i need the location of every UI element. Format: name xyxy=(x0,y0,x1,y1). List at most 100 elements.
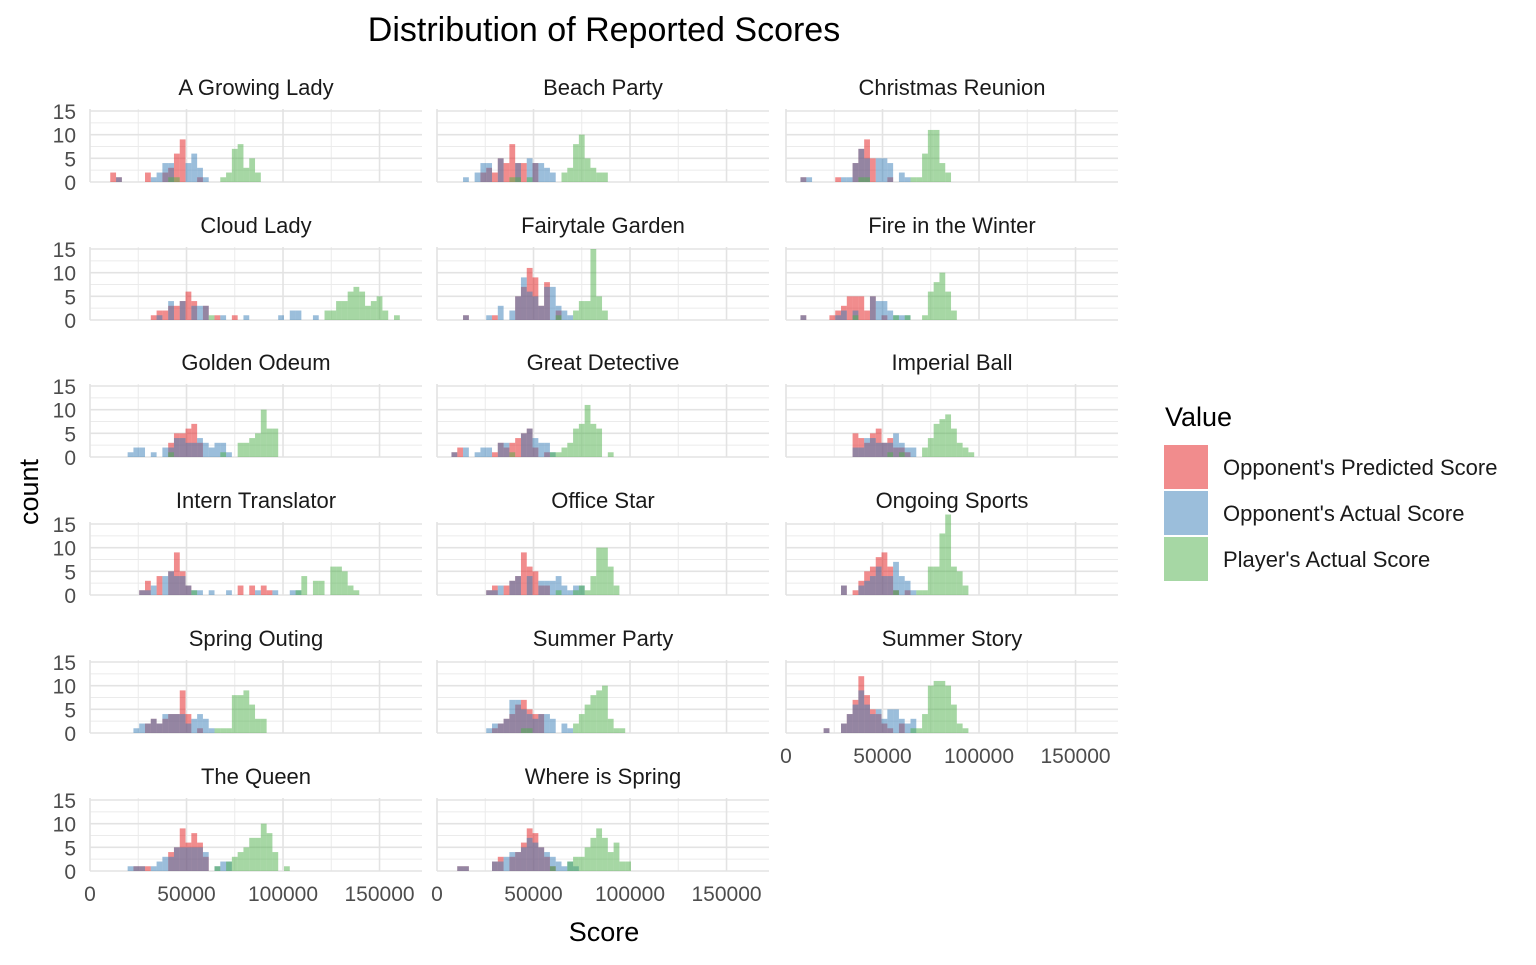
histogram-bar-opponent-actual xyxy=(887,709,894,733)
histogram-bar-predicted xyxy=(150,315,157,320)
histogram-bar-predicted xyxy=(162,310,169,320)
histogram-bar-opponent-actual xyxy=(168,714,174,733)
histogram-bar-opponent-actual xyxy=(544,852,550,871)
histogram-bar-opponent-actual xyxy=(887,310,894,320)
histogram-bar-player-actual xyxy=(173,177,180,182)
histogram-bar-opponent-actual xyxy=(509,580,516,595)
histogram-bar-opponent-actual xyxy=(509,310,516,320)
histogram-bar-opponent-actual xyxy=(202,442,209,457)
histogram-bar-player-actual xyxy=(266,833,273,871)
histogram-bar-opponent-actual xyxy=(202,852,209,871)
histogram-bar-opponent-actual xyxy=(191,847,198,871)
histogram-bar-player-actual xyxy=(336,566,342,595)
histogram-bar-player-actual xyxy=(549,452,556,457)
histogram-bar-player-actual xyxy=(520,728,527,733)
histogram-bar-player-actual xyxy=(243,847,250,871)
histogram-bar-opponent-actual xyxy=(532,163,539,182)
histogram-bar-opponent-actual xyxy=(864,580,870,595)
histogram-bar-player-actual xyxy=(347,585,354,595)
histogram-bar-opponent-actual xyxy=(173,438,180,457)
histogram-bar-predicted xyxy=(520,163,527,182)
histogram-bar-predicted xyxy=(214,315,221,320)
histogram-bar-opponent-actual xyxy=(549,856,556,871)
y-tick-label: 10 xyxy=(53,125,76,148)
histogram-bar-player-actual xyxy=(945,685,952,733)
histogram-bar-opponent-actual xyxy=(864,704,870,733)
histogram-bar-player-actual xyxy=(602,310,608,320)
x-tick-label: 50000 xyxy=(504,883,562,906)
histogram-bar-predicted xyxy=(492,452,498,457)
histogram-bar-opponent-actual xyxy=(497,305,504,320)
histogram-bar-opponent-actual xyxy=(150,452,157,457)
histogram-bar-player-actual xyxy=(590,423,597,457)
histogram-bar-opponent-actual xyxy=(492,590,498,595)
histogram-bar-opponent-actual xyxy=(526,576,533,595)
histogram-bar-player-actual xyxy=(220,452,227,457)
histogram-bar-player-actual xyxy=(945,172,952,182)
x-tick-label: 100000 xyxy=(595,883,665,906)
histogram-bar-player-actual xyxy=(578,714,585,733)
histogram-bar-predicted xyxy=(503,585,510,595)
histogram-bar-opponent-actual xyxy=(150,585,157,595)
histogram-bar-opponent-actual xyxy=(841,310,847,320)
histogram-bar-player-actual xyxy=(864,177,870,182)
histogram-bar-player-actual xyxy=(602,547,608,595)
histogram-bar-opponent-actual xyxy=(532,296,539,320)
facet-strip-label: A Growing Lady xyxy=(178,75,333,100)
facet-panel: Where is Spring 0 50000 100000 150000 xyxy=(431,764,769,906)
histogram-bar-player-actual xyxy=(893,315,899,320)
histogram-bar-opponent-actual xyxy=(893,561,899,595)
histogram-bar-player-actual xyxy=(945,291,952,320)
histogram-bar-predicted xyxy=(532,571,539,595)
histogram-bar-player-actual xyxy=(226,728,232,733)
chart-title: Distribution of Reported Scores xyxy=(368,11,840,49)
facet-strip-label: Christmas Reunion xyxy=(858,75,1045,100)
histogram-bar-predicted xyxy=(509,442,516,457)
histogram-bar-opponent-actual xyxy=(156,172,163,182)
histogram-bar-player-actual xyxy=(922,153,928,182)
histogram-bar-opponent-actual xyxy=(887,576,894,595)
histogram-bar-opponent-actual xyxy=(852,163,859,182)
y-tick-label: 5 xyxy=(64,699,76,722)
histogram-bar-player-actual xyxy=(945,514,952,595)
histogram-bar-player-actual xyxy=(578,856,585,871)
histogram-bar-opponent-actual xyxy=(846,177,853,182)
histogram-bar-predicted xyxy=(260,585,267,595)
y-tick-label: 10 xyxy=(53,400,76,423)
histogram-bar-player-actual xyxy=(567,861,574,871)
histogram-bar-player-actual xyxy=(939,419,946,457)
histogram-bar-player-actual xyxy=(231,695,238,733)
histogram-bar-player-actual xyxy=(341,571,348,595)
histogram-bar-player-actual xyxy=(852,315,859,320)
histogram-bar-player-actual xyxy=(220,177,227,182)
histogram-bar-opponent-actual xyxy=(162,447,169,457)
y-tick-label: 0 xyxy=(64,585,76,608)
histogram-bar-player-actual xyxy=(887,452,894,457)
histogram-bar-player-actual xyxy=(927,129,934,182)
facet-strip-label: Fairytale Garden xyxy=(521,213,685,238)
x-tick-label: 50000 xyxy=(157,883,215,906)
histogram-bar-opponent-actual xyxy=(312,315,319,320)
histogram-bar-opponent-actual xyxy=(800,315,807,320)
histogram-bar-opponent-actual xyxy=(875,158,882,182)
histogram-bar-player-actual xyxy=(249,837,256,871)
histogram-bar-opponent-actual xyxy=(133,728,140,733)
histogram-bar-player-actual xyxy=(596,172,603,182)
y-tick-label: 0 xyxy=(64,723,76,746)
legend-title: Value xyxy=(1165,402,1232,432)
histogram-bar-opponent-actual xyxy=(515,852,521,871)
histogram-bar-opponent-actual xyxy=(841,585,847,595)
histogram-bar-player-actual xyxy=(607,452,614,457)
histogram-bar-player-actual xyxy=(584,704,591,733)
legend: Value Opponent's Predicted ScoreOpponent… xyxy=(1164,402,1497,581)
histogram-bar-player-actual xyxy=(922,315,928,320)
histogram-bar-player-actual xyxy=(260,823,267,871)
histogram-bar-player-actual xyxy=(255,718,261,733)
histogram-bar-player-actual xyxy=(602,172,608,182)
histogram-bar-opponent-actual xyxy=(162,576,169,595)
histogram-bar-opponent-actual xyxy=(841,723,847,733)
legend-key-label: Opponent's Predicted Score xyxy=(1223,455,1497,480)
